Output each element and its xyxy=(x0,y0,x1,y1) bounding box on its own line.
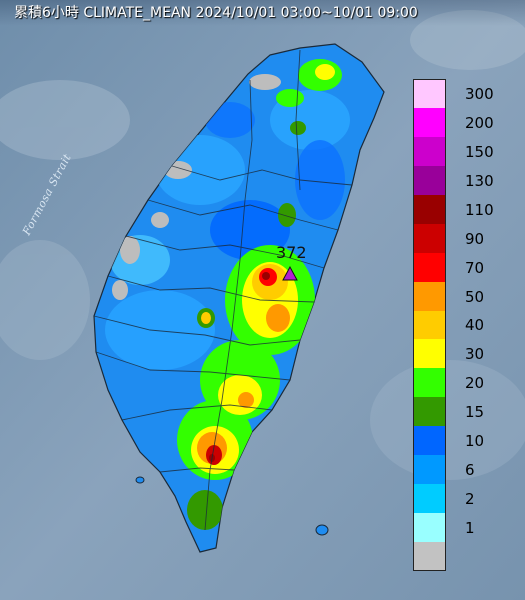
legend-label: 15 xyxy=(465,403,485,422)
legend-label: 70 xyxy=(465,258,485,277)
penghu-islet xyxy=(135,476,145,484)
legend-label: 150 xyxy=(465,142,494,161)
legend-label: 40 xyxy=(465,316,485,335)
green-island xyxy=(315,524,329,536)
legend-label: 110 xyxy=(465,200,494,219)
map-title: 累積6小時 CLIMATE_MEAN 2024/10/01 03:00~10/0… xyxy=(0,0,525,26)
legend-label: 1 xyxy=(465,519,475,538)
max-rainfall-value: 372 xyxy=(276,243,307,262)
legend-label: 2 xyxy=(465,490,475,509)
legend-swatch xyxy=(413,455,446,485)
satellite-cloud-texture xyxy=(0,10,525,480)
legend-label: 20 xyxy=(465,374,485,393)
legend-label: 50 xyxy=(465,287,485,306)
legend-label: 300 xyxy=(465,84,494,103)
legend-label: 6 xyxy=(465,461,475,480)
legend-label: 30 xyxy=(465,345,485,364)
legend-label: 90 xyxy=(465,229,485,248)
admin-boundaries xyxy=(93,49,353,531)
legend-frame xyxy=(413,79,446,571)
rainfall-legend: 300 200 150 130 110 90 70 50 40 30 20 15 10 6 2 1 xyxy=(413,79,505,571)
legend-swatch xyxy=(413,223,446,253)
legend-swatch xyxy=(413,165,446,195)
legend-label: 10 xyxy=(465,432,485,451)
max-rainfall-marker-icon xyxy=(282,265,298,281)
legend-label: 200 xyxy=(465,113,494,132)
legend-swatch xyxy=(413,252,446,282)
legend-label: 130 xyxy=(465,171,494,190)
